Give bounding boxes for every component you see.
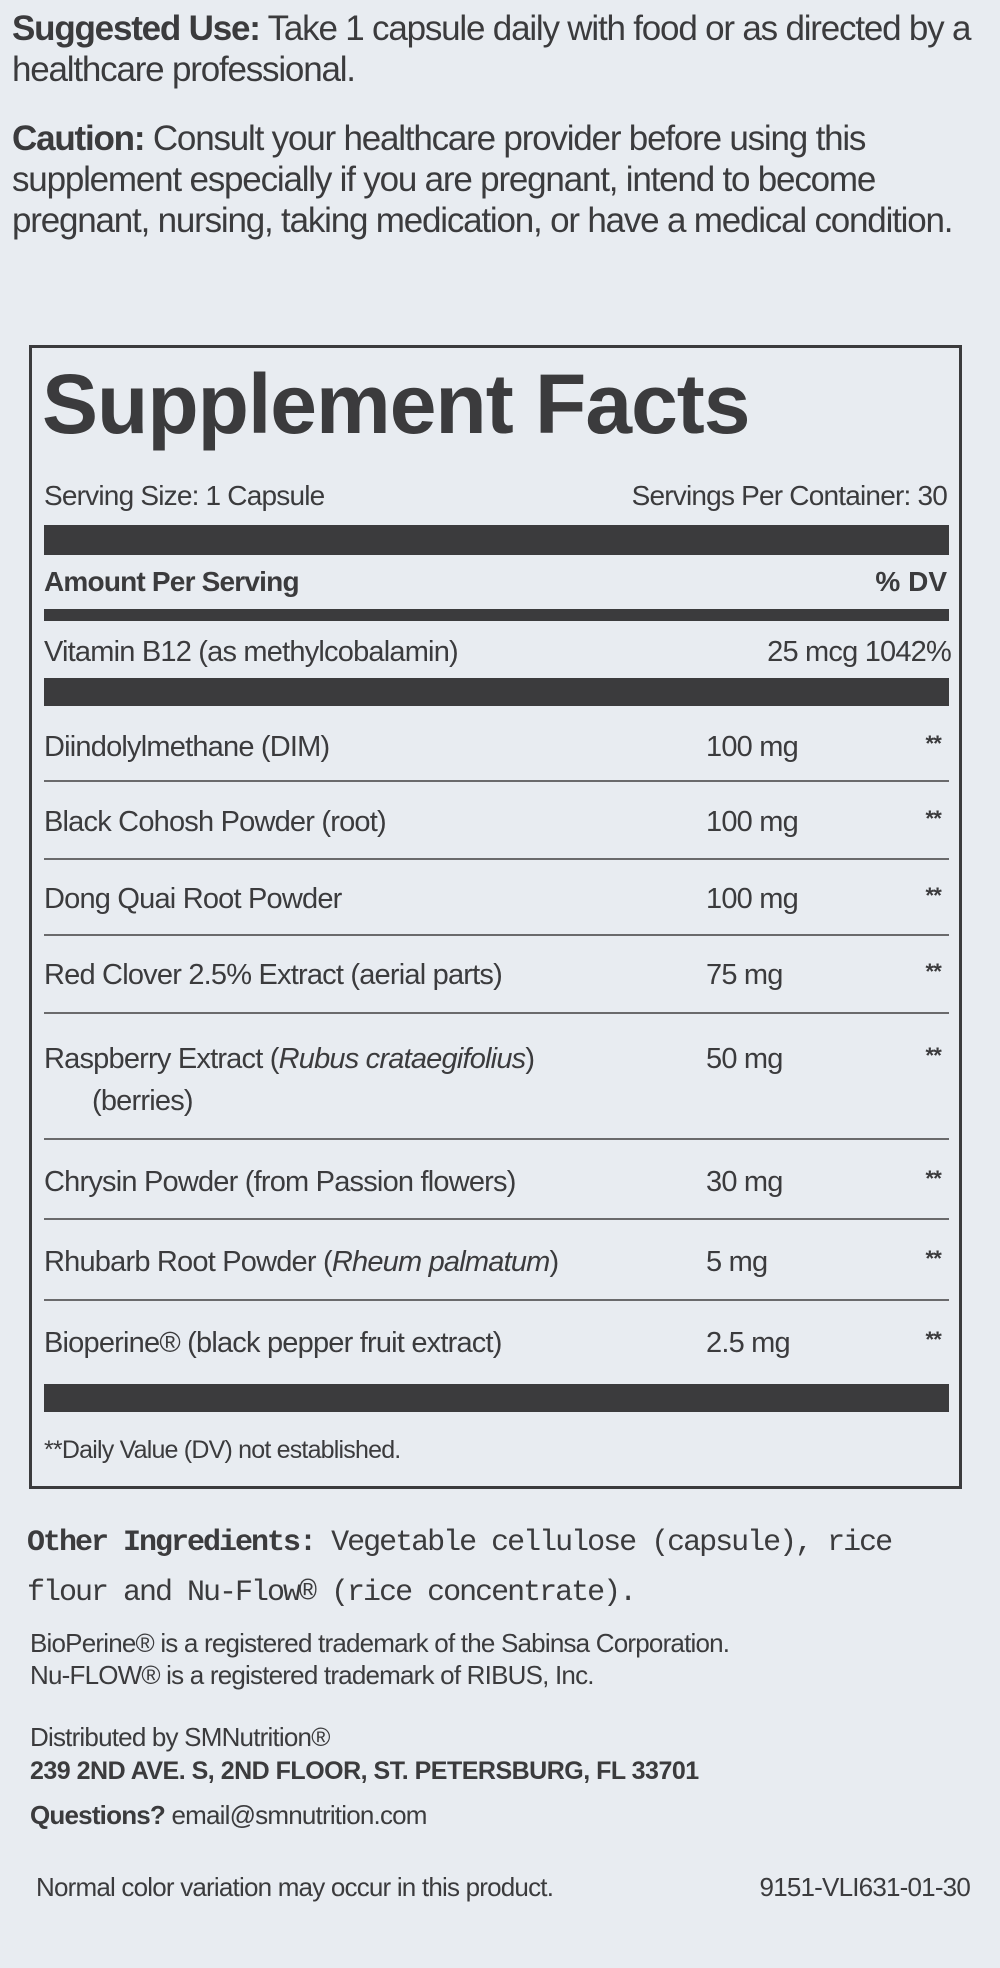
ingredient-amount: 5 mg: [706, 1246, 768, 1278]
trademark-bioperine: BioPerine® is a registered trademark of …: [30, 1628, 730, 1658]
dv-header: % DV: [875, 566, 947, 597]
row-divider: [44, 934, 949, 936]
facts-title: Supplement Facts: [42, 357, 750, 451]
suggested-use-text: Take 1 capsule daily with food or as dir…: [12, 9, 971, 89]
vitamin-b12-name: Vitamin B12 (as methylcobalamin): [44, 636, 459, 668]
ingredient-name-text: Rhubarb Root Powder (: [44, 1246, 333, 1278]
distributor: Distributed by SMNutrition®: [30, 1722, 330, 1752]
caution-label: Caution:: [12, 119, 146, 158]
ingredient-name-end: ): [525, 1043, 535, 1075]
ingredient-amount: 30 mg: [706, 1166, 783, 1198]
trademark-nuflow: Nu-FLOW® is a registered trademark of RI…: [30, 1660, 595, 1690]
ingredient-amount: 75 mg: [706, 959, 783, 991]
other-ingredients: Other Ingredients: Vegetable cellulose (…: [27, 1518, 977, 1618]
row-divider: [44, 1299, 949, 1301]
other-ingredients-text: Vegetable cellulose (capsule), rice flou…: [27, 1526, 893, 1610]
ingredient-name-end: ): [549, 1246, 560, 1278]
ingredient-name: Rhubarb Root Powder (Rheum palmatum): [44, 1246, 560, 1279]
ingredient-name: Bioperine® (black pepper fruit extract): [44, 1327, 502, 1359]
dv-footnote: **Daily Value (DV) not established.: [44, 1436, 401, 1464]
serving-size: Serving Size: 1 Capsule: [44, 480, 325, 511]
row-divider: [44, 1218, 949, 1220]
ingredient-name: Chrysin Powder (from Passion flowers): [44, 1166, 516, 1198]
vitamin-b12-amount: 25 mcg 1042%: [767, 636, 952, 668]
ingredient-amount: 2.5 mg: [706, 1327, 791, 1359]
ingredient-amount: 100 mg: [706, 806, 799, 838]
ingredient-dv: **: [925, 806, 941, 831]
ingredient-name: Dong Quai Root Powder: [44, 883, 342, 915]
email-link[interactable]: email@smnutrition.com: [165, 1800, 427, 1830]
ingredient-dv: **: [925, 1043, 941, 1068]
product-code: 9151-VLI631-01-30: [759, 1872, 971, 1902]
row-divider: [44, 858, 949, 860]
row-divider: [44, 1012, 949, 1014]
row-divider: [44, 780, 949, 782]
suggested-use-label: Suggested Use:: [12, 9, 261, 48]
suggested-use: Suggested Use: Take 1 capsule daily with…: [12, 8, 992, 90]
thick-divider: [44, 678, 949, 706]
caution: Caution: Consult your healthcare provide…: [12, 118, 992, 241]
other-ingredients-label: Other Ingredients:: [27, 1526, 317, 1560]
ingredient-dv: **: [925, 731, 941, 756]
servings-per-container: Servings Per Container: 30: [631, 480, 948, 511]
questions: Questions? email@smnutrition.com: [30, 1800, 427, 1831]
supplement-facts-panel: Supplement Facts Serving Size: 1 Capsule…: [29, 345, 962, 1489]
ingredient-dv: **: [925, 959, 941, 984]
ingredient-amount: 100 mg: [706, 731, 799, 763]
ingredient-dv: **: [925, 883, 941, 908]
ingredient-name-text: Raspberry Extract (: [44, 1043, 279, 1075]
thick-divider: [44, 525, 949, 555]
ingredient-name: Black Cohosh Powder (root): [44, 806, 387, 838]
color-variation-note: Normal color variation may occur in this…: [36, 1872, 554, 1902]
ingredient-dv: **: [925, 1327, 941, 1352]
ingredient-amount: 100 mg: [706, 883, 799, 915]
ingredient-dv: **: [925, 1246, 941, 1271]
caution-text: Consult your healthcare provider before …: [12, 119, 953, 240]
ingredient-name: Raspberry Extract (Rubus crataegifolius): [44, 1043, 535, 1076]
ingredient-latin-name: Rheum palmatum: [331, 1246, 550, 1278]
medium-divider: [44, 609, 949, 621]
amount-header: Amount Per Serving: [44, 566, 300, 597]
ingredient-amount: 50 mg: [706, 1043, 783, 1075]
row-divider: [44, 1138, 949, 1140]
ingredient-name-line2: (berries): [92, 1085, 194, 1117]
ingredient-name: Red Clover 2.5% Extract (aerial parts): [44, 959, 503, 991]
ingredient-latin-name: Rubus crataegifolius: [278, 1043, 527, 1075]
thick-divider: [44, 1384, 949, 1412]
questions-label: Questions?: [30, 1800, 166, 1830]
ingredient-name: Diindolylmethane (DIM): [44, 731, 330, 763]
distributor-address: 239 2ND AVE. S, 2ND FLOOR, ST. PETERSBUR…: [30, 1757, 699, 1785]
ingredient-dv: **: [925, 1166, 941, 1191]
